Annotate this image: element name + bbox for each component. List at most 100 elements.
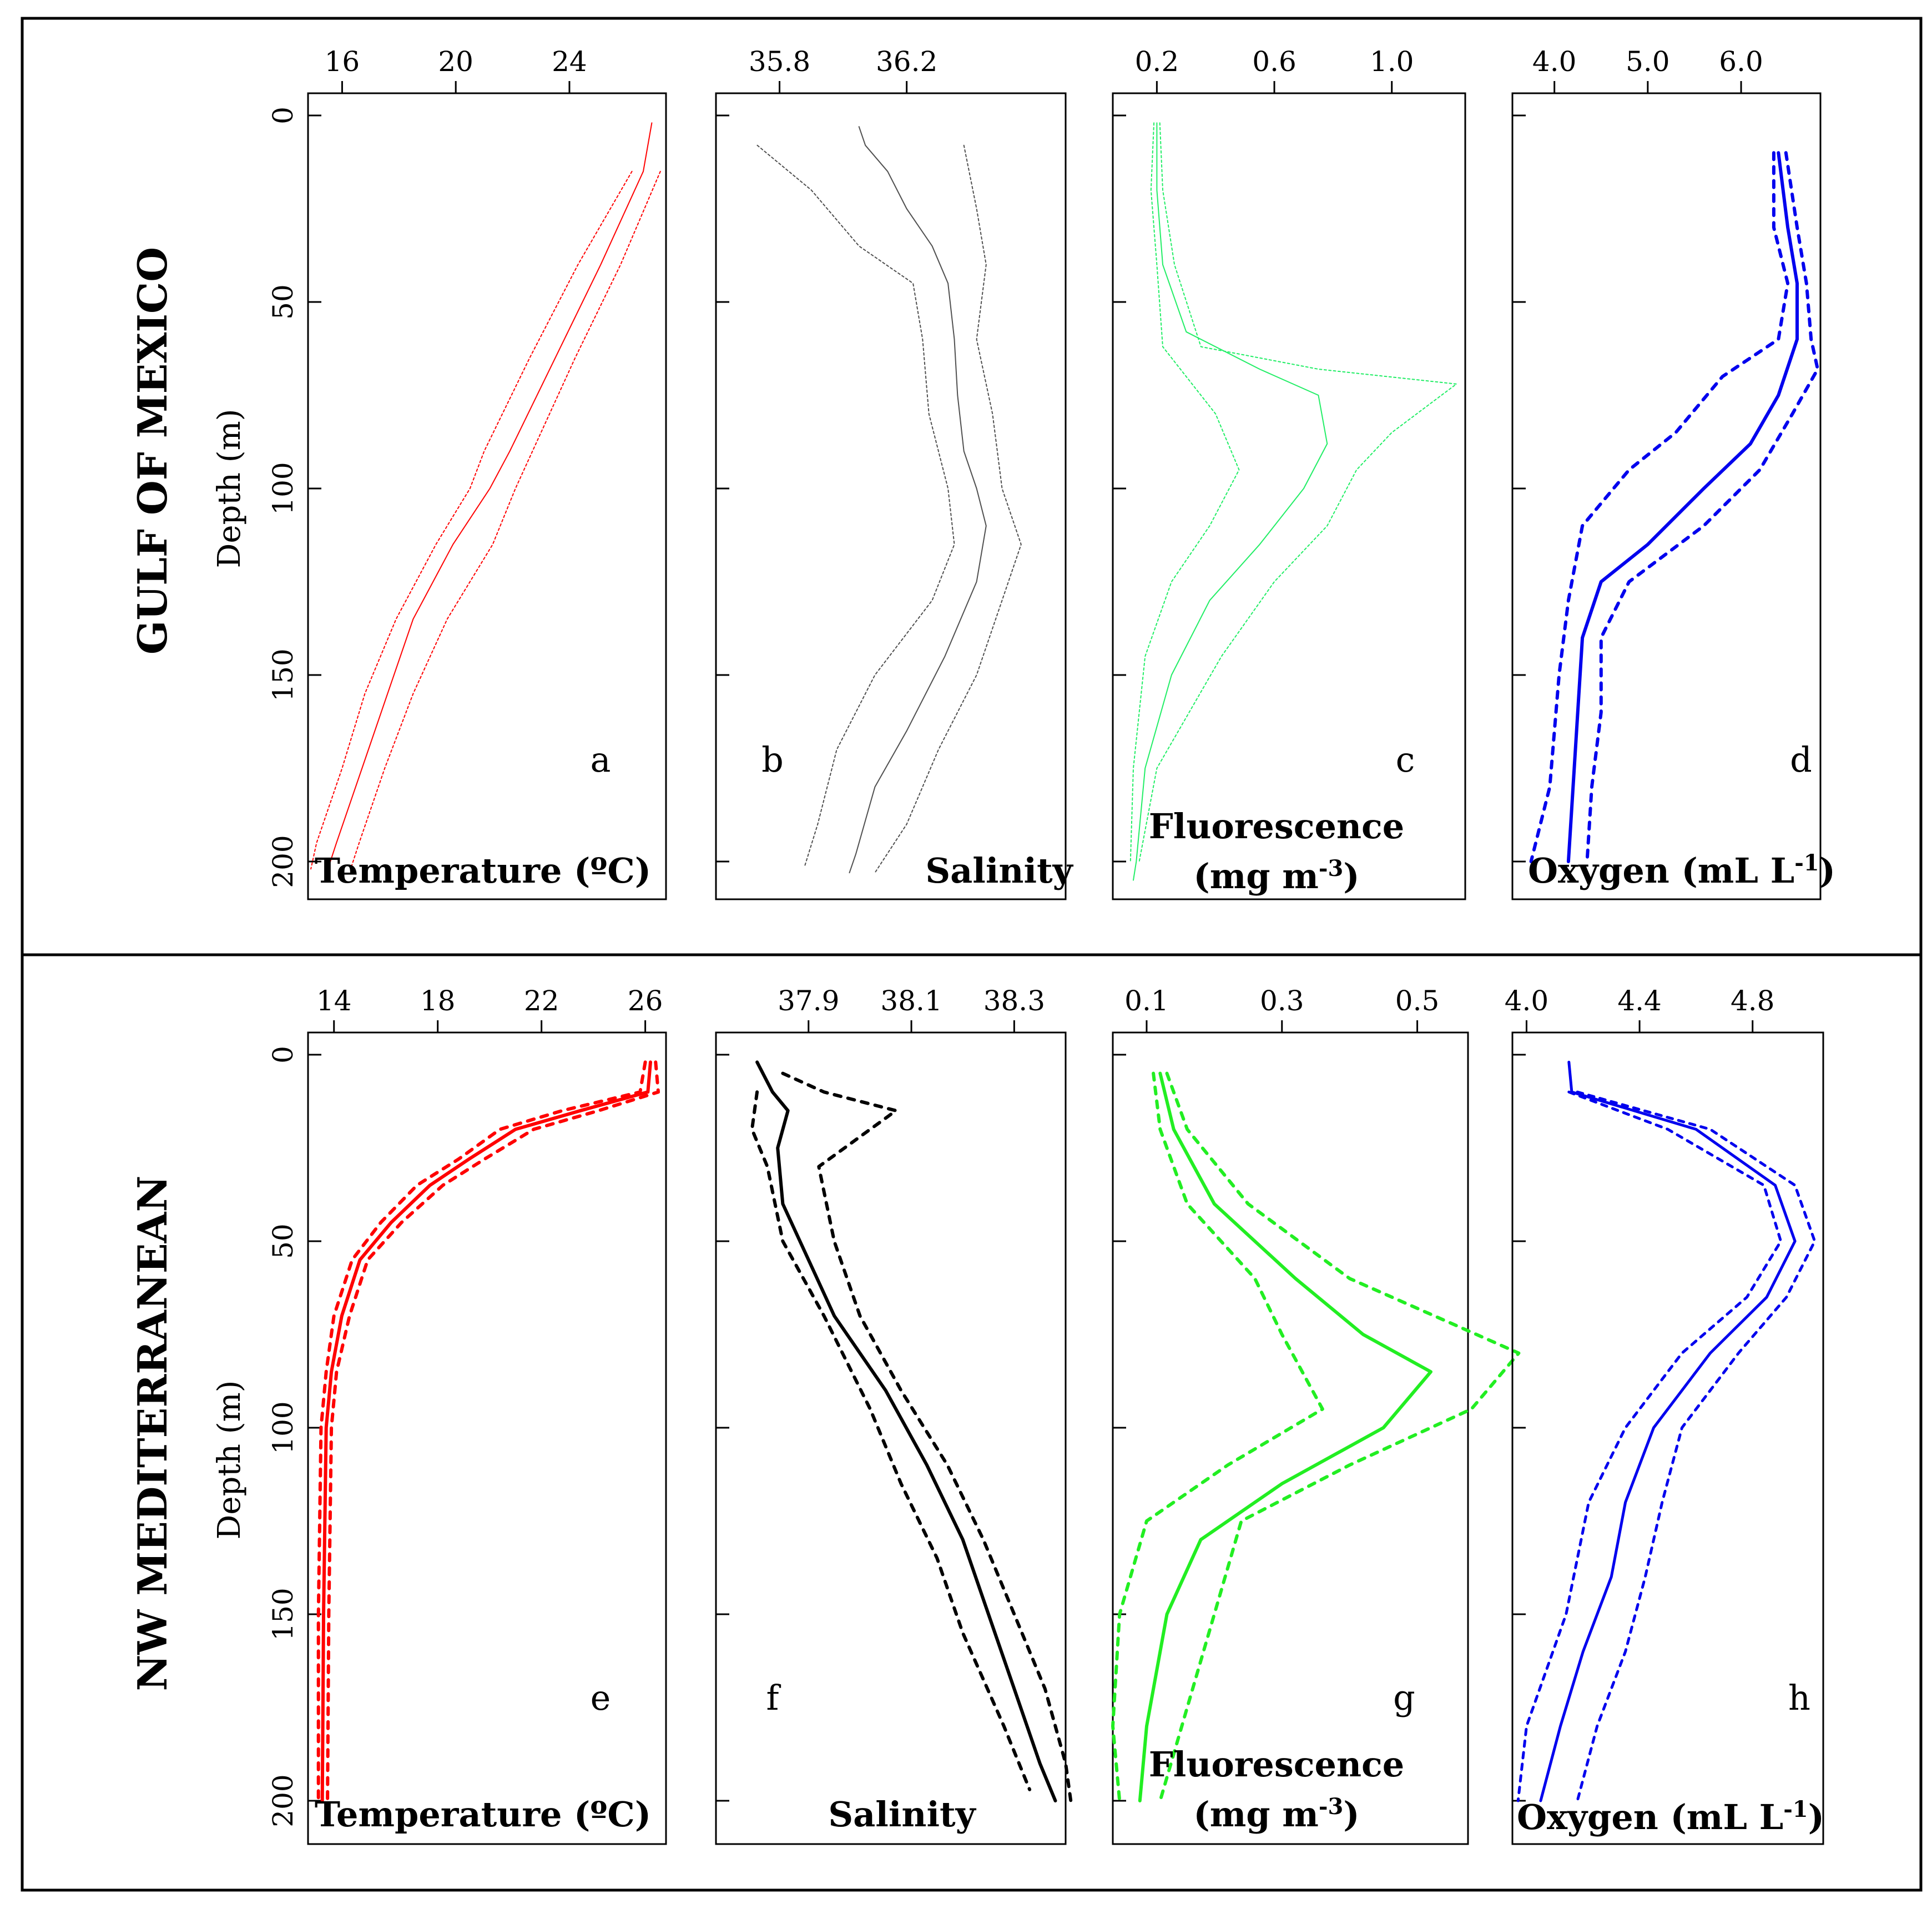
panel-g-xtick-label: 0.1 bbox=[1124, 985, 1169, 1017]
panel-f-xtick-label: 37.9 bbox=[778, 985, 839, 1017]
panel-a-ytick-label: 150 bbox=[267, 648, 299, 701]
panel-a-upper-profile bbox=[350, 170, 661, 870]
panel-letter-a: a bbox=[591, 739, 611, 780]
oxygen-label-superscript: -1 bbox=[1794, 850, 1819, 876]
panel-f-salinity-med: 37.9 38.1 38.3 bbox=[715, 985, 1073, 1845]
panel-a-ytick-label: 50 bbox=[267, 284, 299, 320]
panel-letter-d: d bbox=[1790, 739, 1812, 780]
panel-f-upper-profile bbox=[781, 1071, 1073, 1802]
panel-h-mean-profile bbox=[1539, 1060, 1797, 1802]
panel-h-frame bbox=[1511, 1031, 1824, 1845]
panel-letter-b: b bbox=[761, 739, 784, 780]
panel-e-xtick-label: 26 bbox=[628, 985, 663, 1017]
panel-g-frame bbox=[1112, 1031, 1469, 1845]
panel-b-upper-profile bbox=[874, 144, 1022, 874]
fluorescence-unit-close: ) bbox=[1343, 856, 1359, 896]
panel-g-fluorescence-med: 0.1 0.3 0.5 bbox=[1111, 985, 1521, 1845]
quantity-label-fluorescence-unit-gulf: (mg m-3) bbox=[1193, 855, 1359, 896]
panel-letter-e: e bbox=[591, 1678, 611, 1718]
panel-c-lower-profile bbox=[1129, 122, 1240, 862]
panel-e-xtick-label: 14 bbox=[316, 985, 352, 1017]
panel-f-xtick-label: 38.1 bbox=[880, 985, 942, 1017]
quantity-label-fluorescence-unit-med: (mg m-3) bbox=[1193, 1794, 1359, 1835]
panel-e-ytick-label: 50 bbox=[267, 1223, 299, 1259]
panel-h-xtick-label: 4.4 bbox=[1617, 985, 1662, 1017]
panel-d-lower-profile bbox=[1529, 151, 1790, 863]
region-label-gulf: GULF OF MEXICO bbox=[129, 247, 176, 654]
panel-e-ytick-label: 200 bbox=[267, 1774, 299, 1827]
panel-b-lower-profile bbox=[756, 144, 955, 866]
panel-e-ytick-label: 150 bbox=[267, 1588, 299, 1640]
panel-a-ytick-label: 100 bbox=[267, 462, 299, 515]
panel-a-frame bbox=[307, 92, 667, 900]
panel-b-frame bbox=[715, 92, 1067, 900]
oxygen-label-close: ) bbox=[1808, 1797, 1824, 1837]
panel-a-lower-profile bbox=[310, 170, 633, 870]
panel-h-xtick-label: 4.8 bbox=[1731, 985, 1775, 1017]
panel-a-temperature-gulf: 16 20 24 0 50 100 150 200 bbox=[267, 46, 667, 900]
panel-b-mean-profile bbox=[849, 126, 987, 874]
panel-g-xtick-label: 0.3 bbox=[1260, 985, 1304, 1017]
panel-c-xtick-label: 0.6 bbox=[1252, 46, 1297, 78]
panel-d-xtick-label: 5.0 bbox=[1626, 46, 1670, 78]
panel-a-xtick-label: 24 bbox=[552, 46, 587, 78]
panel-a-mean-profile bbox=[327, 122, 653, 870]
fluorescence-unit-text: (mg m bbox=[1193, 1794, 1318, 1835]
panel-g-upper-profile bbox=[1158, 1071, 1521, 1802]
panel-c-upper-profile bbox=[1138, 122, 1457, 862]
panel-h-upper-profile bbox=[1576, 1090, 1817, 1802]
quantity-label-temperature-med: Temperature (ºC) bbox=[315, 1794, 651, 1835]
quantity-label-salinity-med: Salinity bbox=[828, 1794, 976, 1835]
panel-c-xtick-label: 1.0 bbox=[1370, 46, 1414, 78]
oxygen-label-superscript: -1 bbox=[1783, 1796, 1808, 1822]
panel-c-xtick-label: 0.2 bbox=[1135, 46, 1179, 78]
panel-c-fluorescence-gulf: 0.2 0.6 1.0 bbox=[1112, 46, 1466, 900]
panel-b-xtick-label: 35.8 bbox=[749, 46, 810, 78]
fluorescence-unit-text: (mg m bbox=[1193, 856, 1318, 896]
panel-c-frame bbox=[1112, 92, 1466, 900]
panel-h-lower-profile bbox=[1516, 1090, 1783, 1802]
panel-g-mean-profile bbox=[1138, 1071, 1432, 1802]
panel-d-xtick-label: 6.0 bbox=[1719, 46, 1763, 78]
panel-letter-f: f bbox=[766, 1678, 781, 1718]
panel-letter-h: h bbox=[1788, 1678, 1810, 1718]
fluorescence-unit-superscript: -3 bbox=[1319, 1794, 1343, 1820]
panel-e-ytick-label: 100 bbox=[267, 1401, 299, 1454]
panel-f-xtick-label: 38.3 bbox=[983, 985, 1045, 1017]
panel-h-xtick-label: 4.0 bbox=[1505, 985, 1549, 1017]
panel-d-frame bbox=[1511, 92, 1822, 900]
quantity-label-fluorescence-gulf: Fluorescence bbox=[1149, 806, 1405, 847]
depth-axis-title-bottom: Depth (m) bbox=[211, 1380, 248, 1539]
panel-d-oxygen-gulf: 4.0 5.0 6.0 bbox=[1511, 46, 1822, 900]
oxygen-label-text: Oxygen (mL L bbox=[1528, 850, 1794, 891]
panel-e-temperature-med: 14 18 22 26 0 50 100 150 200 bbox=[267, 985, 667, 1845]
panel-d-upper-profile bbox=[1585, 151, 1819, 863]
region-label-med: NW MEDITERRANEAN bbox=[129, 1176, 176, 1691]
panel-h-oxygen-med: 4.0 4.4 4.8 bbox=[1505, 985, 1824, 1845]
panel-letter-g: g bbox=[1393, 1678, 1415, 1718]
fluorescence-unit-close: ) bbox=[1343, 1794, 1359, 1835]
panel-g-lower-profile bbox=[1111, 1071, 1324, 1802]
panel-letter-c: c bbox=[1396, 739, 1415, 780]
panel-e-mean-profile bbox=[320, 1060, 652, 1802]
quantity-label-fluorescence-med: Fluorescence bbox=[1149, 1744, 1405, 1785]
quantity-label-oxygen-gulf: Oxygen (mL L-1) bbox=[1528, 850, 1835, 891]
quantity-label-oxygen-med: Oxygen (mL L-1) bbox=[1517, 1796, 1824, 1837]
panel-f-mean-profile bbox=[755, 1060, 1057, 1802]
panel-g-xtick-label: 0.5 bbox=[1395, 985, 1440, 1017]
panel-a-xtick-label: 16 bbox=[325, 46, 360, 78]
quantity-label-temperature-gulf: Temperature (ºC) bbox=[315, 850, 651, 891]
panel-d-xtick-label: 4.0 bbox=[1532, 46, 1577, 78]
panel-e-lower-profile bbox=[316, 1060, 647, 1802]
panel-b-xtick-label: 36.2 bbox=[876, 46, 937, 78]
panel-e-frame bbox=[307, 1031, 667, 1845]
panel-b-salinity-gulf: 35.8 36.2 bbox=[715, 46, 1067, 900]
panel-a-ytick-label: 0 bbox=[267, 107, 299, 124]
panel-a-xtick-label: 20 bbox=[438, 46, 473, 78]
quantity-label-salinity-gulf: Salinity bbox=[925, 850, 1073, 891]
panel-f-frame bbox=[715, 1031, 1067, 1845]
oxygen-label-close: ) bbox=[1819, 850, 1835, 891]
oxygen-label-text: Oxygen (mL L bbox=[1517, 1797, 1783, 1837]
panel-e-upper-profile bbox=[326, 1060, 660, 1802]
